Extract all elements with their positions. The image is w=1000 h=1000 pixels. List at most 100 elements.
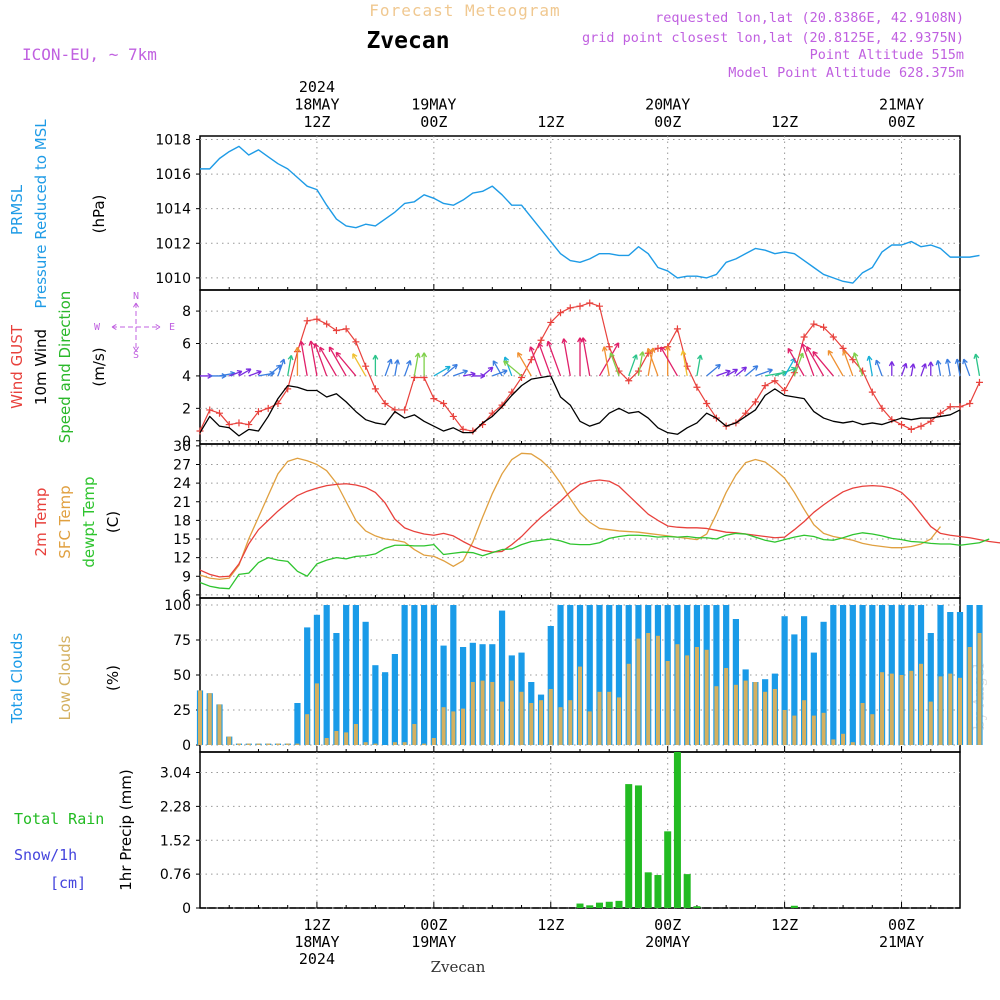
wind-direction-arrow	[909, 363, 916, 377]
low-cloud-bar	[470, 682, 475, 745]
gust-marker	[566, 304, 574, 312]
wind-direction-arrow	[935, 359, 942, 377]
low-cloud-bar	[509, 680, 514, 745]
y-tick-label: 6	[182, 588, 191, 604]
wind-direction-arrow	[492, 360, 503, 377]
wind-direction-arrow	[628, 354, 638, 377]
wind-direction-arrow	[267, 364, 282, 377]
wind-direction-arrow	[598, 342, 620, 377]
low-cloud-bar	[763, 691, 768, 745]
gust-marker	[362, 362, 370, 370]
total-cloud-bar	[333, 633, 340, 745]
bottom-time-label: 18MAY	[294, 933, 339, 951]
low-cloud-bar	[207, 693, 212, 745]
wind-direction-arrow	[372, 354, 379, 376]
wind-direction-arrow	[927, 361, 934, 376]
panel-frame	[199, 751, 961, 909]
low-cloud-bar	[753, 682, 758, 745]
wind-direction-arrow	[209, 372, 227, 379]
wind-10m-label: 10m Wind	[32, 329, 50, 405]
total-cloud-bar	[440, 645, 447, 745]
wind-direction-arrow	[394, 359, 400, 377]
total-cloud-bar	[927, 633, 934, 745]
gust-marker	[800, 333, 808, 341]
gust-marker	[215, 409, 223, 417]
low-cloud-bar	[841, 733, 846, 745]
low-cloud-bar	[256, 743, 261, 745]
low-cloud-bar	[616, 697, 621, 745]
product-title: Forecast Meteogram	[369, 1, 560, 20]
low-clouds-label: Low Clouds	[56, 635, 74, 720]
wind-direction-arrow	[874, 359, 883, 377]
low-cloud-bar	[217, 704, 222, 745]
wind-direction-arrow	[800, 343, 815, 377]
rain-bar	[615, 900, 623, 908]
wind-direction-arrow	[352, 353, 367, 377]
header: Forecast Meteogram Zvecan ICON-EU, ~ 7km re…	[22, 1, 988, 976]
total-cloud-bar	[557, 605, 564, 745]
y-tick-label: 18	[173, 513, 191, 529]
low-cloud-bar	[802, 700, 807, 745]
gust-marker	[956, 403, 964, 411]
top-time-label: 00Z	[888, 113, 915, 131]
total-cloud-bar	[343, 605, 350, 745]
bottom-time-label: 19MAY	[411, 933, 456, 951]
rain-bar	[683, 874, 691, 908]
grid-info-line: grid point closest lon,lat (20.8125E, 42…	[582, 30, 964, 46]
y-tick-label: 21	[173, 495, 191, 511]
low-cloud-bar	[880, 672, 885, 745]
bottom-time-label: 00Z	[888, 916, 915, 934]
wind-direction-arrow	[609, 352, 620, 377]
low-cloud-bar	[772, 689, 777, 745]
dewpoint-line	[199, 532, 990, 590]
y-tick-label: 75	[173, 633, 191, 649]
wind-direction-arrow	[421, 352, 428, 376]
low-cloud-bar	[655, 635, 660, 745]
wind-direction-arrow	[888, 361, 895, 376]
low-cloud-bar	[597, 691, 602, 745]
total-cloud-bar	[567, 605, 574, 745]
gust-marker	[245, 421, 253, 429]
gust-marker	[927, 417, 935, 425]
low-cloud-bar	[899, 675, 904, 745]
gust-marker	[264, 404, 272, 412]
pressure-line	[200, 145, 980, 284]
gust-marker	[235, 419, 243, 427]
grid-info-line: Point Altitude 515m	[810, 47, 964, 63]
model-label: ICON-EU, ~ 7km	[22, 45, 157, 64]
compass-west: W	[94, 322, 101, 333]
low-cloud-bar	[344, 732, 349, 745]
y-tick-label: 1012	[155, 236, 191, 252]
wind-direction-arrow	[900, 362, 908, 377]
top-time-label: 12Z	[771, 113, 798, 131]
low-cloud-bar	[607, 691, 612, 745]
low-cloud-bar	[285, 743, 290, 745]
total-rain-label: Total Rain	[14, 810, 104, 828]
temperature-series	[199, 452, 1000, 590]
low-cloud-bar	[928, 701, 933, 745]
pressure-unit: (hPa)	[90, 195, 108, 234]
low-cloud-bar	[353, 724, 358, 745]
wind-direction-arrow	[787, 347, 805, 377]
top-time-label: 12Z	[303, 113, 330, 131]
rain-bar	[790, 905, 798, 908]
total-cloud-bar	[606, 605, 613, 745]
wind-direction-arrow	[973, 353, 981, 377]
y-tick-label: 1010	[155, 271, 191, 287]
gust-marker	[371, 385, 379, 393]
total-cloud-bar	[391, 654, 398, 745]
total-cloud-bar	[294, 703, 301, 745]
rain-bar	[605, 901, 613, 908]
rain-bar	[693, 906, 701, 908]
wind-direction-arrow	[248, 369, 262, 377]
gust-marker	[898, 421, 906, 429]
total-cloud-bar	[586, 605, 593, 745]
wind-direction-arrow	[954, 358, 961, 377]
sfc-temp-line	[199, 452, 942, 581]
total-cloud-bar	[839, 605, 847, 745]
wind-direction-arrow	[229, 369, 243, 377]
y-tick-label: 2.28	[160, 799, 191, 815]
wind-direction-arrow	[308, 340, 318, 377]
rain-bar	[644, 872, 652, 908]
low-cloud-bar	[480, 680, 485, 745]
